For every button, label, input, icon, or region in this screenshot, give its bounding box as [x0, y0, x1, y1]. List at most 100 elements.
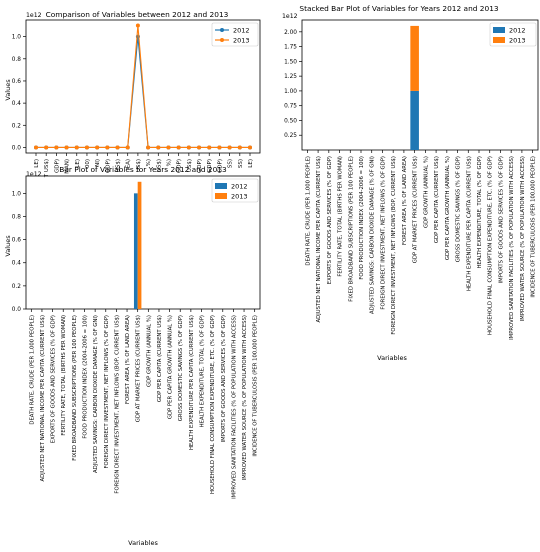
line-chart-xtick-label-6: NI): [95, 159, 101, 167]
grouped-bar-2012-10: [133, 193, 138, 309]
grouped-bar-chart-xtick-label-4: FIXED BROADBAND SUBSCRIPTIONS (PER 100 P…: [72, 315, 78, 461]
line-chart-xtick-label-13: %): [166, 159, 172, 166]
line-point-2013-16: [197, 145, 202, 150]
stacked-bar-chart-ytick-label-6: 1.75: [284, 45, 297, 51]
stacked-bar-chart-xtick-label-11: GDP GROWTH (ANNUAL %): [423, 156, 429, 228]
line-point-2013-17: [207, 145, 212, 150]
line-chart-legend: 2012 2013: [211, 22, 259, 47]
line-chart-legend-2013-marker: [220, 38, 224, 42]
grouped-bar-chart-xtick-label-12: GDP PER CAPITA (CURRENT US$): [157, 315, 163, 402]
grouped-bar-chart-xtick-label-21: INCIDENCE OF TUBERCULOSIS (PER 100,000 P…: [253, 315, 259, 457]
line-chart-xtick-label-11: %): [146, 159, 152, 166]
line-chart-ytick-label-3: 0.6: [12, 79, 22, 85]
line-chart-xtick-label-21: LE): [248, 159, 254, 168]
line-point-2013-10: [135, 23, 140, 28]
line-chart-title: Comparison of Variables between 2012 and…: [46, 10, 229, 19]
line-point-2013-15: [186, 145, 191, 150]
line-point-2013-14: [176, 145, 181, 150]
line-chart-xtick-label-2: GDP): [54, 159, 60, 173]
line-chart-xtick-label-12: US$): [156, 159, 162, 172]
grouped-bar-chart-ytick-label-3: 0.6: [12, 238, 22, 244]
stacked-bar-chart-legend-2012-swatch: [493, 27, 505, 33]
grouped-bar-chart-xtick-label-9: FOREST AREA (% OF LAND AREA): [125, 315, 131, 404]
grouped-bar-chart-legend-2012-swatch: [215, 183, 227, 189]
grouped-bar-chart-legend-2013-label: 2013: [231, 192, 248, 200]
grouped-bar-chart-legend-2012-label: 2012: [231, 182, 248, 190]
line-chart-xtick-label-4: LE): [75, 159, 81, 168]
line-chart-xtick-label-8: US$): [116, 159, 122, 172]
line-point-2013-0: [34, 145, 38, 150]
stacked-bar-chart-xtick-label-21: INCIDENCE OF TUBERCULOSIS (PER 100,000 P…: [531, 156, 537, 298]
grouped-bar-chart-xtick-label-0: DEATH RATE, CRUDE (PER 1,000 PEOPLE): [29, 315, 35, 425]
line-chart-y-axis: 0.0 0.2 0.4 0.6 0.8 1.0: [12, 35, 26, 151]
line-chart-xtick-label-10: US$): [136, 159, 142, 172]
line-chart-ytick-label-1: 0.2: [12, 123, 22, 129]
stacked-bar-chart-xtick-label-20: IMPROVED WATER SOURCE (% OF POPULATION W…: [520, 156, 526, 321]
line-point-2013-21: [248, 145, 252, 150]
line-point-2013-11: [146, 145, 151, 150]
line-chart-xtick-label-20: SS): [238, 159, 244, 168]
line-chart-ytick-label-5: 1.0: [12, 35, 22, 41]
grouped-bar-chart-legend: 2012 2013: [211, 178, 259, 203]
stacked-bar-chart-xtick-label-17: HOUSEHOLD FINAL CONSUMPTION EXPENDITURE,…: [488, 156, 494, 335]
stacked-bar-chart-xtick-label-12: GDP PER CAPITA (CURRENT US$): [434, 156, 440, 243]
line-chart-xtick-label-1: T US$): [44, 159, 50, 178]
line-chart-xtick-label-14: GDP): [177, 159, 183, 173]
line-point-2013-5: [84, 145, 89, 150]
grouped-bar-chart-xtick-label-15: HEALTH EXPENDITURE PER CAPITA (CURRENT U…: [189, 315, 195, 450]
stacked-bar-chart-frame: [301, 19, 539, 151]
grouped-bar-chart-xlabel: Variables: [128, 539, 158, 547]
stacked-bar-chart-xtick-label-9: FOREST AREA (% OF LAND AREA): [402, 156, 408, 245]
grouped-bar-chart-title: Bar Plot of Variables for Years 2012 and…: [59, 165, 227, 174]
stacked-bar-chart-xtick-label-5: FOOD PRODUCTION INDEX (2004-2006 = 100): [359, 156, 365, 280]
line-chart-ytick-label-4: 0.8: [12, 57, 22, 63]
line-chart: Comparison of Variables between 2012 and…: [4, 10, 261, 178]
grouped-bar-chart-y-axis: 0.0 0.2 0.4 0.6 0.8 1.0: [12, 191, 26, 313]
stacked-bar-chart-xlabel: Variables: [377, 354, 407, 362]
line-chart-xtick-label-15: US$): [187, 159, 193, 172]
grouped-bar-chart-ytick-label-5: 1.0: [12, 191, 22, 197]
stacked-bar-chart-legend-2013-swatch: [493, 37, 505, 43]
stacked-bar-chart-xtick-label-1: ADJUSTED NET NATIONAL INCOME PER CAPITA …: [316, 156, 322, 322]
grouped-bar-chart-xtick-label-8: FOREIGN DIRECT INVESTMENT, NET INFLOWS (…: [114, 315, 120, 494]
grouped-bar-chart-ytick-label-2: 0.4: [12, 261, 22, 267]
line-chart-xtick-label-19: SS): [228, 159, 234, 168]
stacked-bar-chart-legend-2013-label: 2013: [509, 36, 526, 44]
line-chart-xtick-label-17: GDP): [207, 159, 213, 173]
stacked-bar-chart-legend-2012-label: 2012: [509, 26, 526, 34]
stacked-bar-chart-title: Stacked Bar Plot of Variables for Years …: [299, 4, 499, 13]
grouped-bar-chart-xtick-label-11: GDP GROWTH (ANNUAL %): [146, 315, 152, 387]
grouped-bar-chart-xtick-label-16: HEALTH EXPENDITURE, TOTAL (% OF GDP): [200, 315, 206, 427]
stacked-bar-chart-ytick-label-1: 0.50: [284, 118, 297, 124]
grouped-bar-chart-frame: [25, 175, 261, 310]
line-point-2013-13: [166, 145, 171, 150]
grouped-bar-chart-xtick-label-2: EXPORTS OF GOODS AND SERVICES (% OF GDP): [51, 315, 57, 443]
stacked-bar-chart-xtick-label-4: FIXED BROADBAND SUBSCRIPTIONS (PER 100 P…: [348, 156, 354, 302]
stacked-bar-chart-ytick-label-7: 2.00: [284, 30, 297, 36]
line-point-2013-4: [74, 145, 79, 150]
stacked-bar-2013-10: [410, 25, 419, 91]
stacked-bar-chart-ytick-label-0: 0.25: [284, 133, 297, 139]
stacked-bar-chart-ytick-label-3: 1.00: [284, 89, 297, 95]
grouped-bar-chart-xtick-label-17: HOUSEHOLD FINAL CONSUMPTION EXPENDITURE,…: [210, 315, 216, 494]
line-series-2013: [36, 25, 250, 149]
line-point-2013-20: [237, 145, 242, 150]
stacked-bar-chart-legend: 2012 2013: [489, 22, 537, 47]
grouped-bar-chart-xtick-label-3: FERTILITY RATE, TOTAL (BIRTHS PER WOMAN): [61, 315, 67, 436]
stacked-bar-chart-xtick-label-14: GROSS DOMESTIC SAVINGS (% OF GDP): [456, 156, 462, 262]
line-chart-xtick-label-3: MAN): [65, 159, 71, 174]
stacked-bar-chart-bars: [410, 25, 419, 150]
stacked-bar-chart-xtick-label-15: HEALTH EXPENDITURE PER CAPITA (CURRENT U…: [466, 156, 472, 291]
stacked-bar-chart: Stacked Bar Plot of Variables for Years …: [282, 4, 539, 362]
stacked-bar-chart-xtick-label-7: FOREIGN DIRECT INVESTMENT, NET INFLOWS (…: [380, 156, 386, 310]
line-point-2013-7: [105, 145, 110, 150]
stacked-bar-chart-xtick-label-19: IMPROVED SANITATION FACILITIES (% OF POP…: [509, 156, 515, 340]
line-chart-ytick-label-0: 0.0: [12, 145, 22, 151]
stacked-bar-chart-xtick-label-2: EXPORTS OF GOODS AND SERVICES (% OF GDP): [327, 156, 333, 284]
stacked-bar-chart-xtick-label-16: HEALTH EXPENDITURE, TOTAL (% OF GDP): [477, 156, 483, 268]
grouped-bar-chart-xtick-label-13: GDP PER CAPITA GROWTH (ANNUAL %): [168, 315, 174, 419]
grouped-bar-chart-ytick-label-0: 0.0: [12, 307, 22, 313]
line-chart-ytick-label-2: 0.4: [12, 101, 22, 107]
grouped-bar-chart-xtick-label-7: FOREIGN DIRECT INVESTMENT, NET INFLOWS (…: [104, 315, 110, 469]
